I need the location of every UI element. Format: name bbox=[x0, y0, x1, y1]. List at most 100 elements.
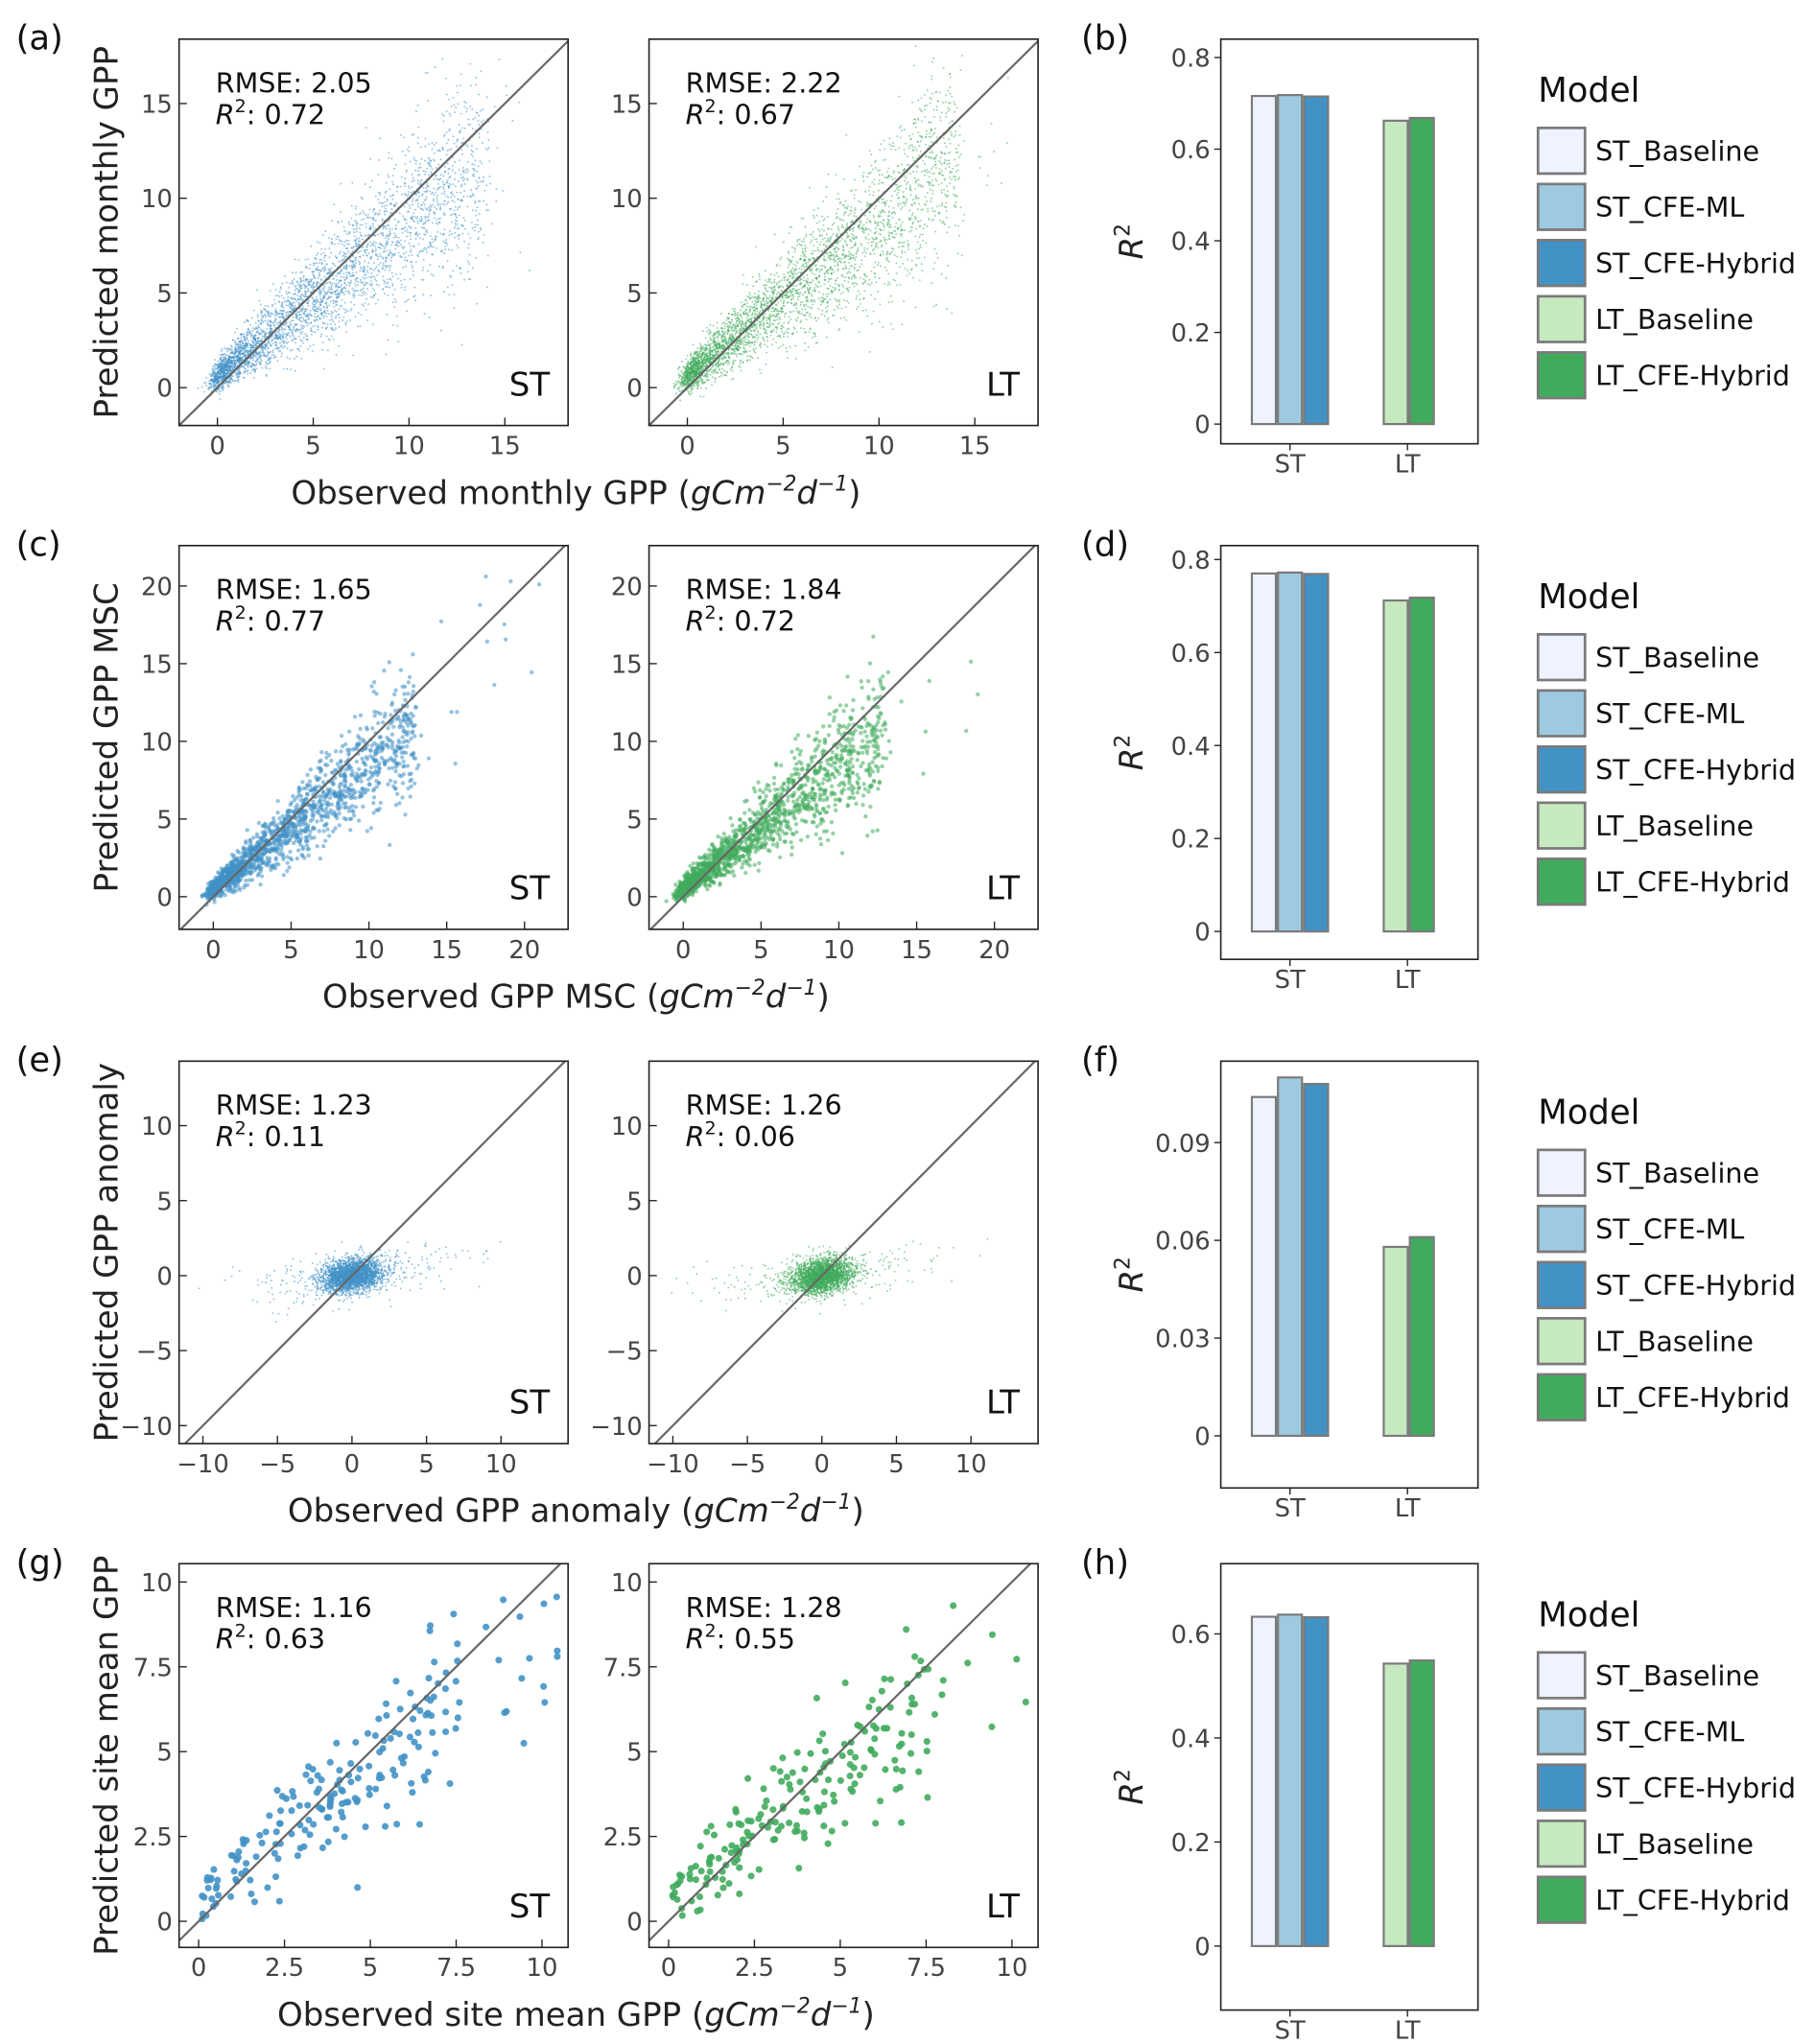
scatter-point bbox=[908, 209, 911, 212]
scatter-point bbox=[926, 168, 929, 171]
scatter-point bbox=[433, 187, 436, 190]
scatter-point bbox=[370, 268, 373, 270]
scatter-point bbox=[838, 260, 841, 263]
scatter-point bbox=[931, 282, 932, 284]
scatter-point bbox=[247, 342, 249, 345]
scatter-point bbox=[339, 291, 342, 294]
scatter-point bbox=[431, 142, 434, 144]
scatter-point bbox=[445, 131, 448, 134]
scatter-point bbox=[345, 255, 348, 258]
scatter-point bbox=[294, 357, 295, 360]
scatter-point bbox=[224, 382, 226, 385]
scatter-point bbox=[228, 382, 231, 385]
scatter-point bbox=[423, 313, 426, 316]
scatter-point bbox=[442, 185, 445, 188]
scatter-point bbox=[295, 271, 297, 274]
scatter-point bbox=[734, 315, 737, 317]
scatter-point bbox=[291, 281, 294, 284]
scatter-point bbox=[416, 222, 419, 224]
scatter-point bbox=[783, 335, 785, 338]
scatter-point bbox=[296, 281, 299, 284]
scatter-point bbox=[411, 253, 413, 256]
scatter-point bbox=[915, 165, 917, 168]
scatter-point bbox=[393, 298, 396, 300]
scatter-point bbox=[351, 294, 354, 296]
scatter-point bbox=[282, 335, 285, 338]
scatter-point bbox=[380, 201, 383, 204]
scatter-point bbox=[240, 350, 243, 353]
scatter-point bbox=[443, 193, 446, 196]
scatter-point bbox=[855, 308, 858, 311]
identity-line bbox=[178, 39, 569, 426]
r2-annotation: R2: 0.72 bbox=[216, 96, 325, 130]
scatter-point bbox=[342, 308, 345, 310]
scatter-point bbox=[456, 208, 459, 211]
scatter-point bbox=[783, 321, 786, 324]
scatter-point bbox=[469, 105, 472, 107]
scatter-point bbox=[827, 293, 830, 295]
scatter-point bbox=[871, 181, 874, 183]
scatter-point bbox=[372, 225, 375, 228]
scatter-point bbox=[372, 216, 375, 219]
scatter-point bbox=[313, 281, 316, 284]
scatter-point bbox=[378, 201, 381, 204]
scatter-point bbox=[342, 272, 345, 275]
scatter-point bbox=[456, 216, 458, 219]
scatter-point bbox=[441, 180, 444, 183]
scatter-point bbox=[354, 267, 357, 269]
scatter-point bbox=[889, 294, 892, 297]
scatter-point bbox=[255, 364, 258, 366]
scatter-point bbox=[709, 344, 712, 347]
scatter-point bbox=[377, 199, 380, 201]
scatter-point bbox=[424, 215, 427, 218]
scatter-point bbox=[377, 173, 380, 176]
scatter-point bbox=[416, 170, 419, 173]
scatter-point bbox=[426, 72, 429, 75]
scatter-point bbox=[749, 296, 751, 299]
scatter-point bbox=[264, 309, 267, 312]
scatter-point bbox=[823, 283, 826, 286]
scatter-point bbox=[300, 284, 303, 287]
scatter-point bbox=[269, 360, 271, 363]
scatter-point bbox=[239, 343, 241, 346]
scatter-point bbox=[475, 179, 478, 182]
scatter-point bbox=[197, 387, 200, 389]
scatter-point bbox=[235, 352, 237, 355]
scatter-point bbox=[272, 321, 275, 324]
scatter-point bbox=[285, 300, 288, 303]
scatter-point bbox=[449, 184, 452, 187]
scatter-point bbox=[322, 317, 325, 319]
scatter-point bbox=[284, 323, 287, 326]
scatter-point bbox=[242, 349, 245, 352]
scatter-point bbox=[358, 213, 361, 216]
scatter-point bbox=[849, 212, 852, 215]
scatter-point bbox=[313, 303, 316, 306]
scatter-point bbox=[244, 349, 247, 352]
scatter-point bbox=[740, 337, 742, 340]
scatter-point bbox=[416, 235, 419, 237]
scatter-point bbox=[448, 128, 451, 130]
scatter-point bbox=[463, 106, 466, 108]
r2-value: : 0.72 bbox=[247, 98, 325, 130]
axes-frame bbox=[177, 38, 570, 427]
scatter-point bbox=[799, 244, 802, 247]
scatter-point bbox=[357, 280, 360, 283]
scatter-point bbox=[843, 298, 846, 301]
scatter-point bbox=[445, 93, 448, 96]
scatter-point bbox=[338, 325, 341, 328]
scatter-point bbox=[276, 312, 279, 315]
scatter-point bbox=[815, 222, 818, 224]
scatter-point bbox=[249, 323, 251, 326]
scatter-point bbox=[284, 275, 286, 278]
scatter-point bbox=[263, 351, 266, 354]
scatter-point bbox=[827, 321, 830, 324]
scatter-point bbox=[316, 310, 318, 313]
scatter-point bbox=[325, 312, 328, 315]
scatter-point bbox=[360, 249, 363, 252]
scatter-point bbox=[369, 224, 372, 227]
scatter-point bbox=[775, 314, 778, 317]
scatter-point bbox=[317, 307, 319, 310]
scatter-point bbox=[328, 286, 330, 289]
scatter-point bbox=[274, 343, 277, 346]
scatter-point bbox=[834, 265, 837, 268]
